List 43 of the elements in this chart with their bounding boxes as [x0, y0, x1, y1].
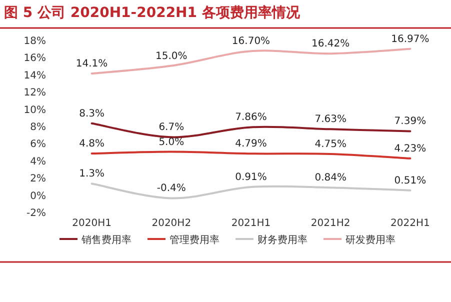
- data-label: 16.97%: [391, 34, 430, 45]
- data-label: 7.63%: [314, 114, 346, 126]
- data-label: 8.3%: [79, 108, 105, 120]
- data-label: 4.79%: [235, 138, 267, 150]
- y-tick-label: 6%: [30, 139, 46, 150]
- data-label: 4.75%: [314, 138, 346, 150]
- data-label: 4.23%: [394, 143, 426, 154]
- data-label: -0.4%: [156, 183, 186, 194]
- y-tick-label: 8%: [30, 122, 46, 133]
- y-tick-label: 12%: [24, 88, 46, 99]
- legend-label: 管理费用率: [170, 234, 220, 246]
- chart-title: 图 5 公司 2020H1-2022H1 各项费用率情况: [4, 4, 301, 21]
- x-tick-label: 2020H1: [72, 218, 112, 229]
- x-tick-label: 2021H1: [231, 218, 271, 229]
- line-series: [90, 182, 412, 200]
- data-label: 4.8%: [79, 138, 105, 150]
- x-tick-label: 2022H1: [390, 218, 430, 229]
- data-label: 1.3%: [79, 168, 105, 180]
- y-tick-label: 16%: [24, 53, 46, 64]
- y-tick-label: 2%: [30, 174, 46, 185]
- y-tick-label: 0%: [30, 190, 46, 202]
- data-label: 7.86%: [235, 112, 267, 124]
- x-tick-label: 2020H2: [152, 218, 192, 229]
- y-tick-label: 10%: [24, 104, 46, 116]
- legend-label: 研发费用率: [346, 234, 396, 246]
- x-tick-label: 2021H2: [310, 218, 350, 229]
- y-tick-label: 14%: [24, 70, 46, 82]
- data-label: 16.42%: [312, 38, 350, 50]
- legend-label: 销售费用率: [80, 234, 132, 246]
- data-label: 14.1%: [76, 58, 108, 70]
- data-label: 0.91%: [235, 172, 267, 183]
- line-series: [90, 150, 412, 160]
- y-tick-label: -2%: [26, 208, 46, 219]
- legend-label: 财务费用率: [258, 234, 308, 246]
- data-label: 6.7%: [158, 122, 184, 134]
- data-label: 15.0%: [156, 50, 188, 62]
- data-label: 0.51%: [394, 175, 426, 186]
- y-tick-label: 18%: [24, 36, 46, 47]
- y-tick-label: 4%: [30, 156, 46, 168]
- data-label: 7.39%: [394, 116, 426, 128]
- data-label: 0.84%: [314, 172, 346, 184]
- data-label: 5.0%: [158, 136, 184, 148]
- data-label: 16.70%: [232, 36, 270, 48]
